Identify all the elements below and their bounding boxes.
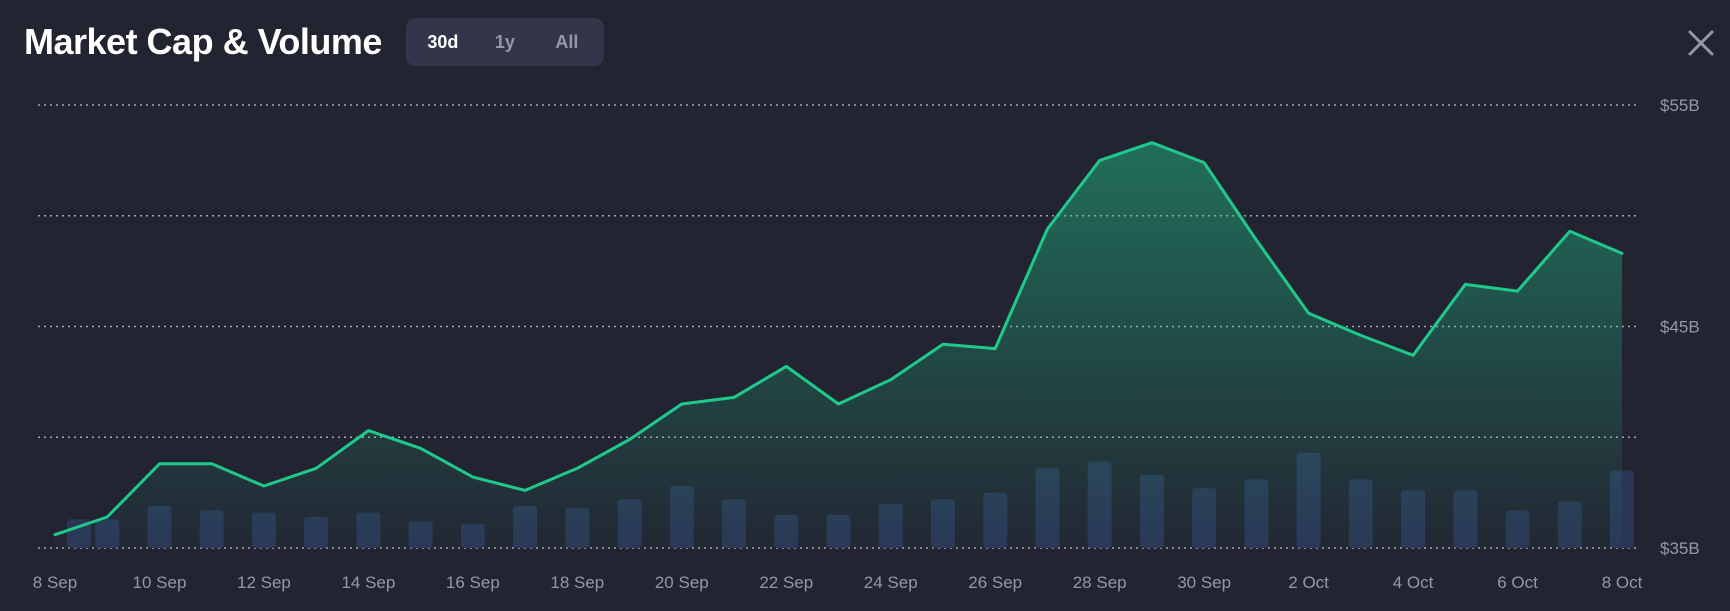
x-tick-label: 8 Sep <box>33 573 77 592</box>
x-tick-label: 2 Oct <box>1288 573 1329 592</box>
y-tick-label: $35B <box>1660 539 1700 558</box>
close-icon <box>1688 30 1714 56</box>
range-all-button[interactable]: All <box>555 31 579 52</box>
x-tick-label: 12 Sep <box>237 573 291 592</box>
x-tick-label: 30 Sep <box>1177 573 1231 592</box>
chart-title: Market Cap & Volume <box>24 21 382 62</box>
y-tick-label: $45B <box>1660 318 1700 337</box>
range-30d-button[interactable]: 30d <box>427 31 459 52</box>
x-tick-label: 26 Sep <box>968 573 1022 592</box>
x-tick-label: 10 Sep <box>133 573 187 592</box>
x-tick-label: 4 Oct <box>1393 573 1434 592</box>
market-cap-line <box>53 141 1624 537</box>
range-switch: 30d 1y All <box>405 18 604 66</box>
market-cap-area <box>55 142 1622 548</box>
close-button[interactable] <box>1684 26 1718 60</box>
x-tick-label: 18 Sep <box>550 573 604 592</box>
range-1y-button[interactable]: 1y <box>494 31 515 52</box>
x-tick-label: 20 Sep <box>655 573 709 592</box>
chart-header: Market Cap & Volume 30d 1y All <box>24 18 604 66</box>
y-tick-label: $55B <box>1660 96 1700 115</box>
x-tick-label: 16 Sep <box>446 573 500 592</box>
x-tick-label: 22 Sep <box>759 573 813 592</box>
x-tick-label: 24 Sep <box>864 573 918 592</box>
x-tick-label: 14 Sep <box>341 573 395 592</box>
x-tick-label: 6 Oct <box>1497 573 1538 592</box>
x-tick-label: 28 Sep <box>1073 573 1127 592</box>
x-tick-label: 8 Oct <box>1602 573 1643 592</box>
